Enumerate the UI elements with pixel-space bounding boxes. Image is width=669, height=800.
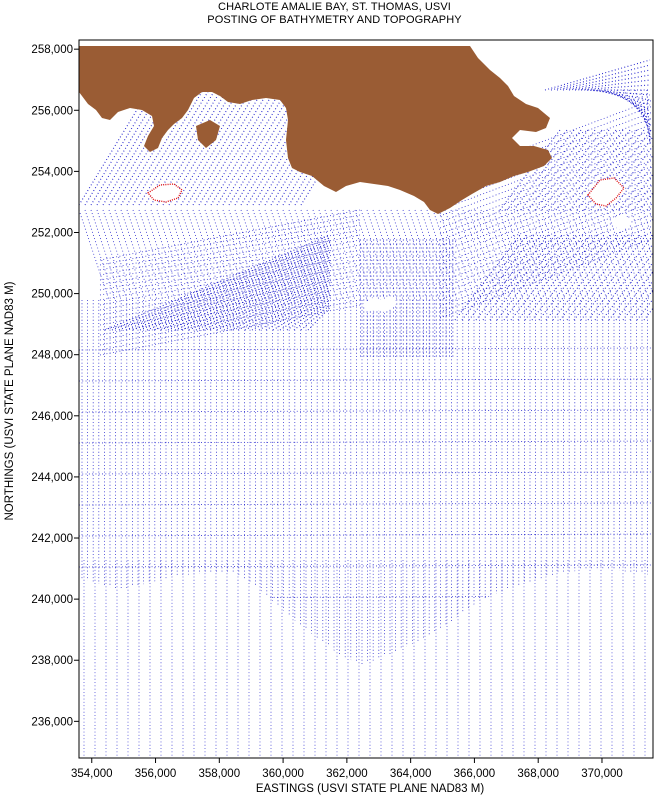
sparse-survey-points [83,560,646,758]
x-axis-label: EASTINGS (USVI STATE PLANE NAD83 M) [255,783,485,795]
island-middle [362,296,398,312]
y-tick-label: 238,000 [31,655,73,667]
chart-title-line1: CHARLOTE AMALIE BAY, ST. THOMAS, USVI [218,1,451,13]
x-tick-label: 364,000 [390,768,432,780]
dense-survey-lines [79,59,653,357]
y-tick-label: 258,000 [31,44,73,56]
y-axis-label: NORTHINGS (USVI STATE PLANE NAD83 M) [4,281,16,521]
x-tick-label: 368,000 [517,768,559,780]
island-northeast [612,215,632,230]
chart-title-line2: POSTING OF BATHYMETRY AND TOPOGRAPHY [207,14,462,26]
sparse-line-set [83,560,646,758]
y-tick-label: 248,000 [31,350,73,362]
x-tick-label: 358,000 [199,768,241,780]
axes: 354,000 356,000 358,000 360,000 362,000 364,0… [31,44,622,780]
land-mass-topography [79,46,552,214]
y-tick-label: 256,000 [31,105,73,117]
island-east [587,177,625,207]
north-survey-lines [79,99,653,356]
x-tick-label: 360,000 [262,768,304,780]
y-tick-label: 250,000 [31,289,73,301]
x-tick-label: 354,000 [71,768,113,780]
x-tick-label: 356,000 [135,768,177,780]
south-grid-lines [79,300,653,665]
y-tick-label: 252,000 [31,227,73,239]
southern-survey-points [79,300,653,665]
island-west [146,183,183,203]
y-tick-label: 236,000 [31,716,73,728]
x-tick-label: 366,000 [454,768,496,780]
plot-frame [78,39,654,759]
y-tick-label: 246,000 [31,411,73,423]
y-tick-label: 240,000 [31,594,73,606]
y-tick-label: 242,000 [31,533,73,545]
x-tick-label: 362,000 [326,768,368,780]
x-tick-label: 370,000 [581,768,623,780]
northern-survey-points [79,99,653,356]
land-peninsula-west [196,120,220,148]
y-tick-label: 244,000 [31,472,73,484]
dense-line-set [79,59,653,357]
y-tick-label: 254,000 [31,166,73,178]
